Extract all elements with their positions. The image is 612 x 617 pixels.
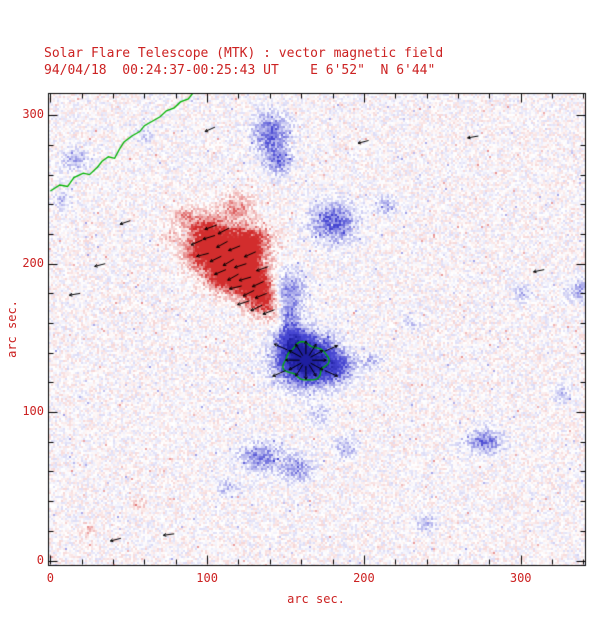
x-tick-label: 300 <box>509 571 532 585</box>
y-axis-label: arc sec. <box>5 300 19 358</box>
y-tick-label: 0 <box>36 552 44 567</box>
x-axis-label: arc sec. <box>287 592 345 606</box>
y-tick-label: 300 <box>22 107 44 122</box>
x-tick-label: 0 <box>46 571 54 585</box>
plot-subtitle: 94/04/18 00:24:37-00:25:43 UT E 6'52" N … <box>44 63 436 78</box>
x-tick-label: 100 <box>196 571 218 585</box>
y-tick-label: 100 <box>22 404 44 419</box>
y-tick-label: 200 <box>22 255 44 270</box>
plot-title: Solar Flare Telescope (MTK) : vector mag… <box>44 46 444 61</box>
x-tick-label: 200 <box>353 571 375 585</box>
